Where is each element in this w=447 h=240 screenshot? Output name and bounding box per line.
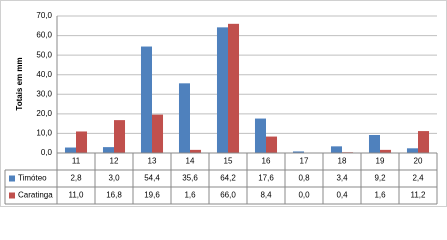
y-tick-label: 30,0 [36,89,52,98]
table-value: 9,2 [374,174,386,183]
table-value: 8,4 [260,191,272,200]
table-value: 0,0 [298,191,310,200]
x-tick-label: 12 [110,157,119,166]
legend-label: Timóteo [18,174,47,183]
x-tick-label: 19 [376,157,385,166]
bar [380,149,392,153]
legend-swatch [9,192,15,199]
bar [152,114,164,153]
bar [178,83,190,153]
table-value: 0,4 [336,191,348,200]
x-tick-label: 13 [148,157,157,166]
table-value: 3,0 [108,174,120,183]
x-tick-label: 17 [300,157,309,166]
x-tick-label: 15 [224,157,233,166]
table-value: 1,6 [374,191,386,200]
x-tick-label: 16 [262,157,271,166]
table-value: 54,4 [144,174,160,183]
table-value: 11,0 [69,191,85,200]
y-tick-label: 70,0 [36,11,52,20]
bar [406,148,418,153]
table-value: 1,6 [184,191,196,200]
bar [190,149,202,153]
table-value: 16,8 [106,191,122,200]
bar [114,120,126,153]
x-tick-label: 18 [338,157,347,166]
table-value: 35,6 [182,174,198,183]
y-tick-label: 0,0 [41,148,53,157]
bar [266,136,278,153]
y-tick-label: 20,0 [36,109,52,118]
bar [102,147,114,153]
bar [76,131,88,153]
table-value: 0,8 [298,174,310,183]
x-tick-label: 20 [414,157,423,166]
y-axis-title: Totais em mm [15,57,24,110]
table-value: 3,4 [336,174,348,183]
y-tick-label: 50,0 [36,50,52,59]
table-value: 2,8 [70,174,82,183]
bar [330,146,342,153]
y-tick-label: 60,0 [36,31,52,40]
chart: Totais em mm 0,0 10,0 20,0 30,0 40,0 50,0 60,0… [0,0,447,207]
table-value: 17,6 [258,174,274,183]
bar [64,147,76,153]
bar [368,134,380,153]
y-tick-label: 10,0 [36,129,52,138]
bar [140,46,152,153]
bar [292,151,304,153]
y-tick-label: 40,0 [36,70,52,79]
table-value: 2,4 [412,174,424,183]
table-value: 66,0 [220,191,236,200]
table-value: 19,6 [144,191,160,200]
bar [254,118,266,153]
bar [228,23,240,154]
table-value: 11,2 [411,191,427,200]
legend-swatch [9,175,15,182]
x-tick-label: 14 [186,157,195,166]
bar [418,131,430,153]
bar [216,27,228,154]
table-value: 64,2 [220,174,236,183]
x-tick-label: 11 [72,157,81,166]
legend-label: Caratinga [18,191,53,200]
